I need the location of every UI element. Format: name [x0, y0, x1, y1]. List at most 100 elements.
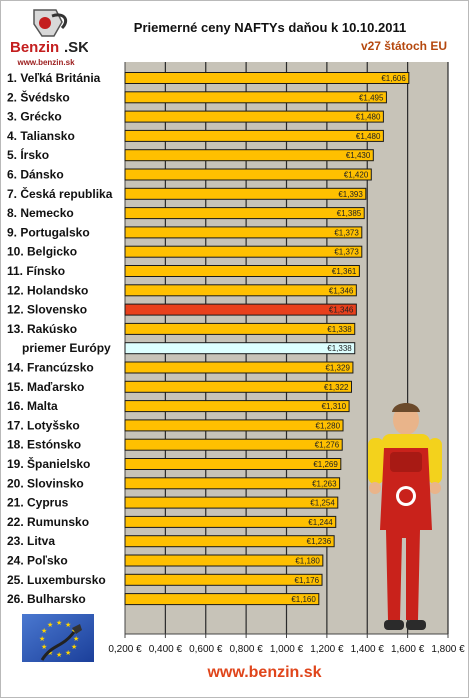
bar-value-label: €1,322	[324, 383, 349, 392]
bar-value-label: €1,269	[313, 460, 338, 469]
category-label: 16. Malta	[7, 399, 58, 413]
x-tick-label: 1,800 €	[431, 644, 465, 655]
bar-value-label: €1,244	[308, 518, 333, 527]
category-label: 11. Fínsko	[7, 264, 65, 278]
bar	[124, 515, 337, 528]
bar-value-label: €1,420	[344, 171, 369, 180]
x-tick-label: 0,400 €	[149, 644, 183, 655]
category-label: 21. Cyprus	[7, 496, 69, 510]
category-label: 22. Rumunsko	[7, 515, 89, 529]
category-label: 26. Bulharsko	[7, 592, 86, 606]
svg-text:★: ★	[56, 619, 62, 627]
bar	[124, 496, 339, 509]
bar-value-label: €1,236	[307, 537, 332, 546]
category-label: 19. Španielsko	[7, 456, 90, 471]
bar	[124, 535, 335, 548]
svg-text:★: ★	[73, 635, 79, 643]
bar	[124, 168, 372, 181]
bar-value-label: €1,329	[325, 364, 350, 373]
category-label: 15. Maďarsko	[7, 380, 84, 394]
chart-subtitle: v27 štátoch EU	[360, 39, 447, 53]
bar	[124, 477, 341, 490]
x-tick-label: 0,200 €	[108, 644, 142, 655]
bar	[124, 284, 357, 297]
x-tick-label: 1,400 €	[351, 644, 385, 655]
bar	[124, 400, 350, 413]
logo-url: www.benzin.sk	[17, 58, 75, 67]
bar-value-label: €1,180	[295, 557, 320, 566]
bar	[124, 438, 343, 451]
bar-value-label: €1,385	[337, 209, 362, 218]
bar-value-label: €1,606	[381, 74, 406, 83]
benzin-logo[interactable]: Benzin .SK www.benzin.sk	[4, 6, 89, 70]
bar-value-label: €1,480	[356, 132, 381, 141]
bar-value-label: €1,276	[315, 441, 340, 450]
category-label: 12. Holandsko	[7, 283, 88, 297]
category-label: 25. Luxembursko	[7, 573, 106, 587]
bar-value-label: €1,430	[346, 151, 371, 160]
bar	[124, 303, 357, 316]
category-label: 7. Česká republika	[7, 186, 113, 201]
bar	[124, 110, 384, 123]
bar-value-label: €1,393	[338, 190, 363, 199]
category-label: 13. Rakúsko	[7, 322, 77, 336]
category-label: priemer Európy	[22, 341, 111, 355]
bar	[124, 91, 387, 104]
bar	[124, 361, 354, 374]
bar-value-label: €1,373	[334, 248, 359, 257]
bar	[124, 458, 342, 470]
svg-text:★: ★	[41, 643, 47, 651]
bar-value-label: €1,495	[359, 93, 384, 102]
eu-flag-icon: ★★★ ★★★ ★★★ ★★★	[22, 614, 94, 662]
gas-station-worker-illustration	[362, 398, 446, 638]
category-label: 23. Litva	[7, 534, 55, 548]
svg-text:★: ★	[56, 651, 62, 659]
bar-value-label: €1,254	[310, 499, 335, 508]
category-label: 1. Veľká Británia	[7, 71, 101, 85]
svg-text:★: ★	[41, 627, 47, 635]
svg-text:★: ★	[47, 621, 53, 629]
bar	[124, 149, 374, 162]
bar	[124, 554, 324, 567]
bar-value-label: €1,373	[334, 228, 359, 237]
category-label: 4. Taliansko	[7, 129, 75, 143]
fuel-nozzle-icon: Benzin .SK	[10, 9, 89, 56]
bar-value-label: €1,263	[312, 479, 337, 488]
bar	[124, 207, 365, 220]
bar	[124, 322, 356, 335]
svg-text:Benzin: Benzin	[10, 39, 59, 56]
bar	[124, 72, 410, 84]
bar-value-label: €1,160	[291, 595, 316, 604]
x-tick-label: 1,200 €	[310, 644, 344, 655]
svg-text:★: ★	[71, 643, 77, 651]
bar-value-label: €1,176	[295, 576, 320, 585]
svg-text:★: ★	[65, 621, 71, 629]
bar-value-label: €1,310	[322, 402, 347, 411]
category-label: 24. Poľsko	[7, 554, 68, 568]
bar	[124, 245, 363, 258]
svg-text:.SK: .SK	[64, 39, 88, 56]
bar-value-label: €1,338	[327, 344, 352, 353]
category-label: 8. Nemecko	[7, 206, 74, 220]
category-label: 10. Belgicko	[7, 245, 77, 259]
category-label: 20. Slovinsko	[7, 476, 84, 490]
svg-text:★: ★	[65, 649, 71, 657]
bar	[124, 593, 320, 606]
bar-value-label: €1,280	[316, 421, 341, 430]
bar	[124, 265, 360, 277]
footer-url[interactable]: www.benzin.sk	[207, 664, 322, 681]
chart-title: Priemerné ceny NAFTYs daňou k 10.10.2011	[133, 20, 407, 35]
category-label: 9. Portugalsko	[7, 225, 90, 239]
bar	[124, 342, 356, 355]
bar-value-label: €1,338	[327, 325, 352, 334]
svg-text:★: ★	[39, 635, 45, 643]
bar-value-label: €1,346	[329, 306, 354, 315]
x-tick-label: 0,800 €	[229, 644, 263, 655]
category-label: 18. Estónsko	[7, 438, 81, 452]
category-label: 12. Slovensko	[7, 303, 87, 317]
category-label: 17. Lotyšsko	[7, 418, 80, 432]
bar	[124, 573, 323, 586]
bar	[124, 226, 363, 239]
svg-text:★: ★	[47, 649, 53, 657]
